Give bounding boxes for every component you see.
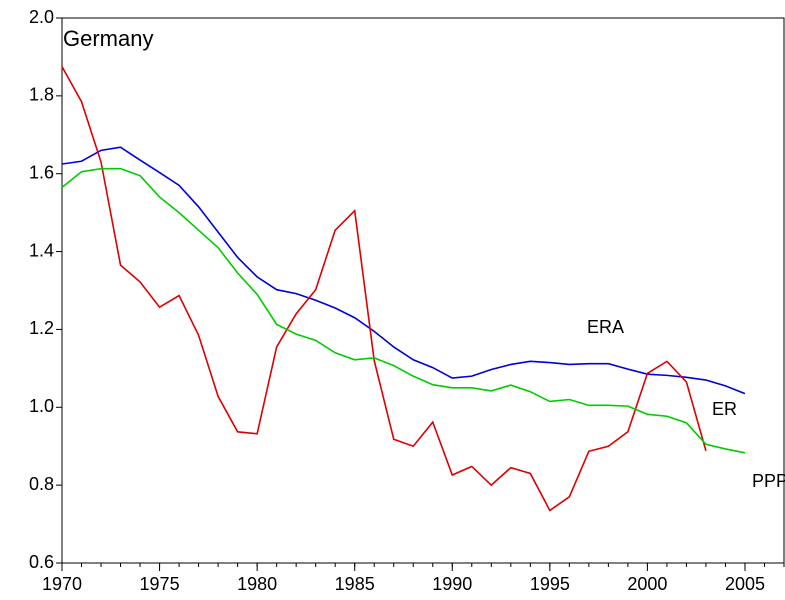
plot-frame bbox=[61, 17, 785, 564]
y-tick-label: 2.0 bbox=[29, 7, 54, 27]
x-tick-label: 2000 bbox=[627, 574, 667, 594]
y-tick-label: 1.6 bbox=[29, 162, 54, 182]
y-tick-label: 0.6 bbox=[29, 552, 54, 572]
series-line bbox=[61, 146, 746, 395]
y-tick-label: 1.0 bbox=[29, 396, 54, 416]
chart-title: Germany bbox=[63, 26, 153, 51]
series-label: ERA bbox=[587, 317, 624, 337]
y-tick-label: 1.8 bbox=[29, 85, 54, 105]
x-tick-label: 1985 bbox=[335, 574, 375, 594]
y-tick-label: 1.4 bbox=[29, 240, 54, 260]
x-tick-label: 1990 bbox=[432, 574, 472, 594]
series-line bbox=[61, 66, 707, 512]
y-tick-label: 0.8 bbox=[29, 474, 54, 494]
x-tick-label: 1980 bbox=[237, 574, 277, 594]
series-label: PPP bbox=[752, 471, 785, 491]
series-line bbox=[61, 167, 746, 454]
x-tick-label: 2005 bbox=[725, 574, 765, 594]
x-tick-label: 1995 bbox=[530, 574, 570, 594]
series-label: ER bbox=[712, 399, 737, 419]
x-tick-label: 1975 bbox=[140, 574, 180, 594]
x-tick-label: 1970 bbox=[42, 574, 82, 594]
y-tick-label: 1.2 bbox=[29, 318, 54, 338]
